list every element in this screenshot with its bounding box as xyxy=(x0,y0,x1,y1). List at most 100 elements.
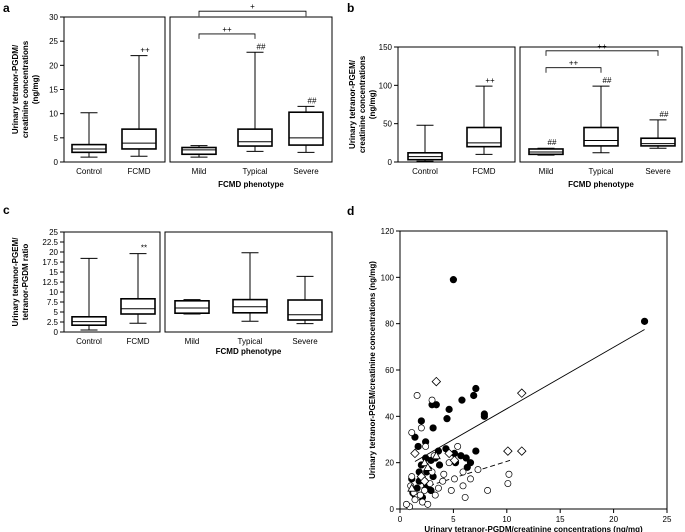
data-point-open-circle xyxy=(431,491,439,499)
data-point-open-triangle xyxy=(431,451,441,460)
x-tick-label: 25 xyxy=(663,515,672,524)
y-tick-label: 20 xyxy=(49,61,58,70)
x-tick-label: 20 xyxy=(609,515,618,524)
bracket-significance-mark: + xyxy=(250,2,255,11)
y-tick-label: 100 xyxy=(379,81,393,90)
y-tick-label: 0 xyxy=(388,158,393,167)
y-axis-label-line: (ng/mg) xyxy=(31,75,40,105)
box-iqr xyxy=(466,126,502,148)
significance-mark: ++ xyxy=(140,46,150,55)
y-tick-label: 25 xyxy=(49,228,58,237)
data-point-open-diamond xyxy=(516,446,527,456)
data-point-open-diamond xyxy=(516,388,527,398)
data-point-open-circle xyxy=(454,443,462,450)
data-point-filled-circle xyxy=(472,447,480,455)
data-point-filled-circle xyxy=(472,384,480,393)
box-iqr xyxy=(121,128,157,150)
data-point-filled-circle xyxy=(432,401,440,409)
y-tick-label: 17.5 xyxy=(42,258,58,267)
data-point-open-circle xyxy=(459,468,467,476)
x-tick-label: Control xyxy=(76,337,102,346)
box-iqr xyxy=(288,111,324,146)
data-point-open-circle xyxy=(504,480,512,487)
right-group-frame xyxy=(519,46,683,163)
data-point-open-circle xyxy=(440,470,448,478)
x-tick-label: 5 xyxy=(451,515,456,524)
bracket-significance-mark: ++ xyxy=(597,42,607,51)
y-tick-label: 15 xyxy=(49,86,58,95)
data-point-open-circle xyxy=(416,491,424,499)
data-point-open-circle xyxy=(413,392,421,399)
y-axis-label-line: Urinary tetranor-PGEM/ xyxy=(348,59,357,149)
data-point-open-circle xyxy=(417,424,425,432)
data-point-filled-circle xyxy=(458,396,466,404)
y-axis-label-line: tetranor-PGDM ratio xyxy=(21,244,30,321)
x-tick-label: 15 xyxy=(556,515,565,524)
y-tick-label: 5 xyxy=(54,308,59,317)
box-iqr xyxy=(287,299,323,321)
significance-mark: ## xyxy=(548,138,557,147)
comparison-bracket xyxy=(545,50,659,56)
y-tick-label: 15 xyxy=(49,268,58,277)
data-point-filled-circle xyxy=(445,405,453,413)
y-tick-label: 0 xyxy=(54,328,59,337)
data-point-open-triangle xyxy=(423,462,433,471)
data-point-open-diamond xyxy=(431,376,442,387)
data-point-open-circle xyxy=(447,487,455,494)
data-point-filled-circle xyxy=(414,442,422,451)
x-tick-label: Severe xyxy=(645,167,671,176)
data-point-open-circle xyxy=(484,487,492,494)
data-point-open-circle xyxy=(439,477,447,485)
fit-line-solid xyxy=(414,329,645,462)
data-point-filled-circle xyxy=(443,415,451,423)
comparison-bracket xyxy=(545,67,602,73)
data-point-open-circle xyxy=(467,475,474,483)
significance-mark: ## xyxy=(308,96,317,105)
panel-a-boxplot: 0 5 10 15 20 25 30 Urinary tetranor-PGDM/creati… xyxy=(11,2,333,189)
box-iqr xyxy=(583,126,619,147)
y-tick-label: 150 xyxy=(379,43,393,52)
y-tick-label: 10 xyxy=(49,288,58,297)
y-axis-label: Urinary tetranor-PGDM/creatinine concent… xyxy=(11,40,40,138)
significance-mark: ## xyxy=(257,42,266,51)
y-axis-label-line: Urinary tetranor-PGDM/ xyxy=(11,44,20,134)
significance-mark: ## xyxy=(660,110,669,119)
data-point-open-circle xyxy=(428,396,436,404)
significance-mark: ## xyxy=(603,76,612,85)
box-iqr xyxy=(640,137,676,147)
data-point-open-circle xyxy=(422,443,430,450)
right-group-frame xyxy=(169,16,333,163)
x-tick-label: Severe xyxy=(293,167,319,176)
x-tick-label: Control xyxy=(412,167,438,176)
panel-d-scatter: 0 20 40 60 80 100 120 0 5 10 15 20 25 Urinary tetrano… xyxy=(368,227,672,532)
data-point-filled-circle xyxy=(470,391,478,400)
box-iqr xyxy=(174,299,210,314)
x-tick-label: Typical xyxy=(238,337,263,346)
y-tick-label: 20 xyxy=(49,248,58,257)
left-group-frame xyxy=(63,231,161,333)
x-axis-group-label: FCMD phenotype xyxy=(568,180,634,189)
data-point-open-circle xyxy=(424,500,432,508)
y-tick-label: 30 xyxy=(49,13,58,22)
y-tick-label: 80 xyxy=(385,320,394,329)
y-tick-label: 100 xyxy=(381,273,395,282)
x-tick-label: Severe xyxy=(292,337,318,346)
data-point-open-circle xyxy=(402,500,410,508)
box-iqr xyxy=(181,146,217,156)
y-axis-label: Urinary tetranor-PGEM/creatinine concent… xyxy=(368,261,377,479)
x-tick-label: 10 xyxy=(502,515,511,524)
data-point-open-circle xyxy=(434,484,442,492)
data-point-open-circle xyxy=(474,466,482,474)
x-tick-label: Mild xyxy=(185,337,200,346)
y-axis-label-line: Urinary tetranor-PGEM/ xyxy=(11,237,20,327)
y-tick-label: 0 xyxy=(390,505,395,514)
data-point-open-diamond xyxy=(503,446,513,456)
panel-letter-b: b xyxy=(347,1,354,15)
data-point-open-triangle xyxy=(420,458,430,467)
data-point-open-diamond xyxy=(419,476,430,486)
y-tick-label: 5 xyxy=(54,134,59,143)
data-point-open-diamond xyxy=(444,448,454,459)
panel-letter-a: a xyxy=(3,1,10,15)
